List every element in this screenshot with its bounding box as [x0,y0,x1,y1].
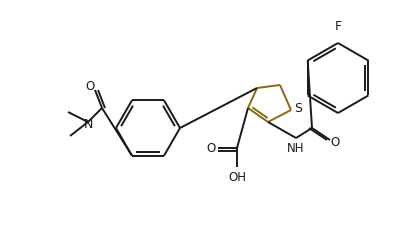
Text: NH: NH [287,142,305,155]
Text: O: O [330,136,340,148]
Text: O: O [85,80,95,92]
Text: OH: OH [228,170,246,184]
Text: O: O [207,142,216,155]
Text: N: N [83,118,93,130]
Text: F: F [334,21,342,34]
Text: S: S [294,102,302,115]
